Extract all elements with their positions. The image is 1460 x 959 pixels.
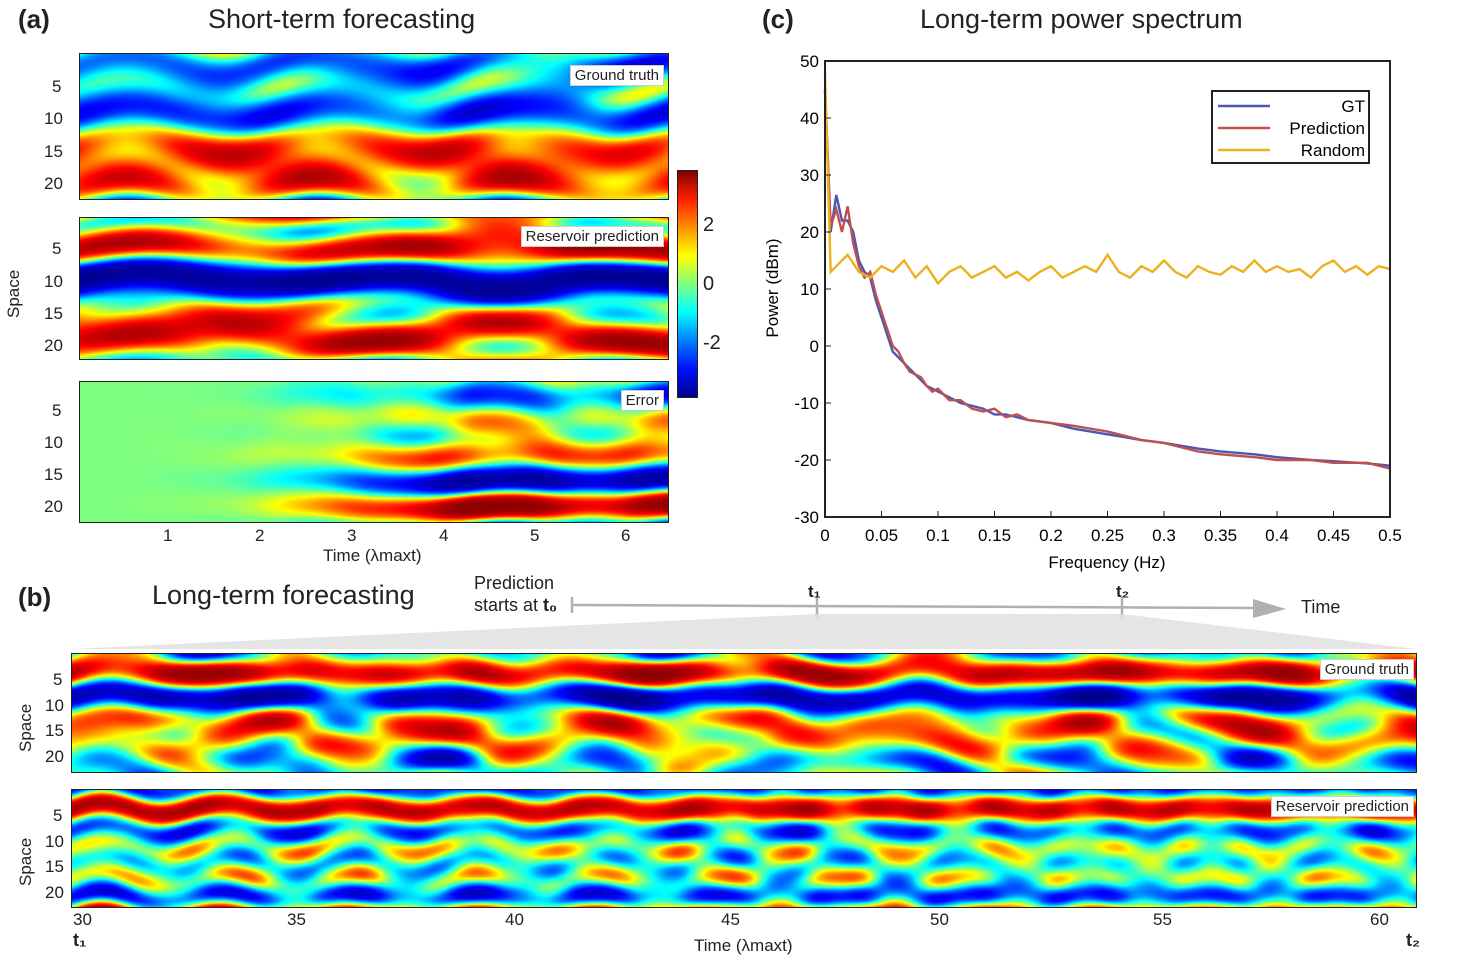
xtick-b-60: 60 xyxy=(1370,910,1389,929)
ytick-b2-5: 5 xyxy=(53,806,63,825)
panel-b-ylabel-1: Space xyxy=(16,703,35,752)
x-tick-label: 0.2 xyxy=(1039,526,1063,545)
y-tick-label: 50 xyxy=(800,52,819,71)
xtick-b-50: 50 xyxy=(930,910,949,929)
timeline-note-line2-wrap: starts at t₀ xyxy=(474,594,557,616)
xtick-a-5: 5 xyxy=(530,526,540,545)
panel-b-ylabel-2: Space xyxy=(16,837,35,886)
xtick-b-30: 30 xyxy=(73,910,92,929)
heatmap-reservoir-prediction-short: Reservoir prediction xyxy=(79,217,669,360)
x-tick-label: 0.35 xyxy=(1204,526,1237,545)
ytick-a1-15: 15 xyxy=(44,142,63,161)
panel-a-letter: (a) xyxy=(18,4,50,34)
timeline-note-line1: Prediction xyxy=(474,573,555,593)
y-tick-label: 30 xyxy=(800,166,819,185)
ytick-a3-10: 10 xyxy=(44,433,63,452)
timeline-t0: t₀ xyxy=(543,595,558,615)
xtick-a-3: 3 xyxy=(347,526,357,545)
series-line-prediction xyxy=(823,89,1391,470)
ytick-b2-15: 15 xyxy=(45,857,64,876)
power-spectrum-chart: 0 0.05 0.1 0.15 0.2 0.25 0.3 0.35 0.4 0.45 0.5 -30 -… xyxy=(763,52,1402,572)
x-tick-label: 0.05 xyxy=(865,526,898,545)
y-tick-label: -10 xyxy=(794,394,819,413)
panel-b-title: Long-term forecasting xyxy=(152,580,415,610)
ytick-b1-20: 20 xyxy=(45,747,64,766)
heatmap-error-short: Error xyxy=(79,381,669,523)
x-tick-label: 0 xyxy=(820,526,829,545)
ytick-a2-5: 5 xyxy=(52,239,62,258)
xtick-a-6: 6 xyxy=(621,526,631,545)
panel-b-xlabel: Time (λmaxt) xyxy=(694,936,793,955)
ytick-b2-20: 20 xyxy=(45,883,64,902)
x-tick-label: 0.25 xyxy=(1091,526,1124,545)
ytick-a2-15: 15 xyxy=(44,304,63,323)
legend: GT Prediction Random xyxy=(1211,90,1370,164)
ytick-a3-15: 15 xyxy=(44,465,63,484)
xtick-a-2: 2 xyxy=(255,526,265,545)
x-tick-label: 0.15 xyxy=(978,526,1011,545)
ytick-a2-20: 20 xyxy=(44,336,63,355)
timeline-t1: t₁ xyxy=(808,582,821,601)
timeline-arrow xyxy=(71,596,1416,649)
ytick-a2-10: 10 xyxy=(44,272,63,291)
y-tick-label: 0 xyxy=(810,337,819,356)
plot-frame xyxy=(824,60,1391,518)
colorbar-tick-neg2: -2 xyxy=(703,332,721,354)
panel-a-ylabel: Space xyxy=(4,269,23,318)
y-tick-label: -20 xyxy=(794,451,819,470)
xtick-a-1: 1 xyxy=(163,526,173,545)
series-line-random xyxy=(823,72,1391,286)
y-tick-label: -30 xyxy=(794,508,819,527)
x-tick-label: 0.3 xyxy=(1152,526,1176,545)
tag-reservoir-prediction-short: Reservoir prediction xyxy=(520,226,664,247)
x-tick-label: 0.1 xyxy=(926,526,950,545)
legend-label-gt: GT xyxy=(1341,97,1365,116)
xtick-b-55: 55 xyxy=(1153,910,1172,929)
heatmap-ground-truth-long: Ground truth xyxy=(71,653,1417,773)
colorbar-tick-2: 2 xyxy=(703,214,715,236)
timeline-label: Time xyxy=(1301,597,1341,617)
panel-a-xlabel: Time (λmaxt) xyxy=(323,546,422,565)
heatmap-reservoir-prediction-long: Reservoir prediction xyxy=(71,789,1417,908)
xtick-b-40: 40 xyxy=(505,910,524,929)
y-tick-label: 40 xyxy=(800,109,819,128)
ytick-a3-20: 20 xyxy=(44,497,63,516)
legend-label-prediction: Prediction xyxy=(1289,119,1365,138)
timeline-t2: t₂ xyxy=(1116,582,1130,601)
x-tick-label: 0.4 xyxy=(1265,526,1289,545)
colorbar-tick-0: 0 xyxy=(703,273,715,295)
ytick-a1-20: 20 xyxy=(44,174,63,193)
heatmap-ground-truth-short: Ground truth xyxy=(79,53,669,200)
panel-c-title: Long-term power spectrum xyxy=(920,4,1243,34)
xtick-b-35: 35 xyxy=(287,910,306,929)
xtick-b-45: 45 xyxy=(721,910,740,929)
tag-reservoir-prediction-long: Reservoir prediction xyxy=(1270,796,1414,817)
panel-c-letter: (c) xyxy=(762,4,794,34)
panel-a-title: Short-term forecasting xyxy=(208,4,476,34)
ytick-a3-5: 5 xyxy=(52,401,62,420)
x-axis-label: Frequency (Hz) xyxy=(1048,553,1165,572)
x-tick-label: 0.5 xyxy=(1378,526,1402,545)
tag-ground-truth-long: Ground truth xyxy=(1319,659,1414,680)
ytick-b1-5: 5 xyxy=(53,670,63,689)
x-tick-label: 0.45 xyxy=(1317,526,1350,545)
tag-error-short: Error xyxy=(620,390,664,411)
ytick-a1-10: 10 xyxy=(44,109,63,128)
corner-t1: t₁ xyxy=(73,930,87,950)
legend-label-random: Random xyxy=(1301,141,1365,160)
ytick-b2-10: 10 xyxy=(45,832,64,851)
panel-b-letter: (b) xyxy=(18,582,52,612)
y-tick-label: 10 xyxy=(800,280,819,299)
y-axis-label: Power (dBm) xyxy=(763,238,782,337)
timeline-note-line2: starts at xyxy=(474,595,539,615)
colorbar xyxy=(677,170,698,398)
ytick-a1-5: 5 xyxy=(52,77,62,96)
corner-t2: t₂ xyxy=(1406,930,1420,950)
tag-ground-truth-short: Ground truth xyxy=(569,65,664,86)
xtick-a-4: 4 xyxy=(439,526,449,545)
timeline-note: Prediction starts at t₀ xyxy=(474,572,557,616)
ytick-b1-10: 10 xyxy=(45,696,64,715)
y-tick-label: 20 xyxy=(800,223,819,242)
ytick-b1-15: 15 xyxy=(45,721,64,740)
